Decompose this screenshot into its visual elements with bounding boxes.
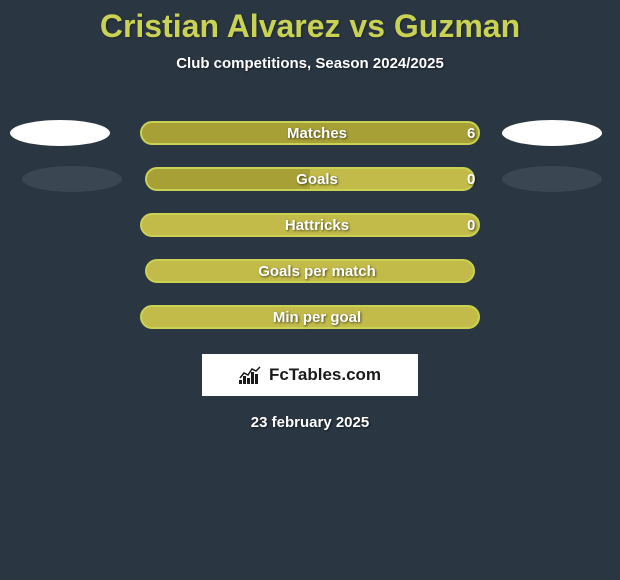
stat-row: Goals 0: [0, 156, 620, 202]
stat-bar: Goals per match: [145, 259, 475, 283]
stat-value-right: 0: [467, 217, 475, 234]
stat-label: Min per goal: [273, 309, 361, 326]
chart-icon: [239, 366, 263, 384]
page-subtitle: Club competitions, Season 2024/2025: [0, 55, 620, 72]
stat-bar: Hattricks 0: [140, 213, 480, 237]
stat-value-right: 0: [467, 171, 475, 188]
date-text: 23 february 2025: [0, 414, 620, 431]
stat-row: Min per goal: [0, 294, 620, 340]
stat-value-right: 6: [467, 125, 475, 142]
avatar-left: [10, 120, 110, 146]
avatar-right: [502, 120, 602, 146]
page-title: Cristian Alvarez vs Guzman: [0, 0, 620, 45]
stat-row: Hattricks 0: [0, 202, 620, 248]
logo-text: FcTables.com: [269, 365, 381, 385]
stat-row: Matches 6: [0, 110, 620, 156]
stats-container: Matches 6 Goals 0 Hattricks 0 Goals per match M…: [0, 110, 620, 340]
stat-label: Goals: [296, 171, 338, 188]
stat-label: Matches: [287, 125, 347, 142]
stat-label: Goals per match: [258, 263, 376, 280]
logo-box: FcTables.com: [202, 354, 418, 396]
stat-label: Hattricks: [285, 217, 349, 234]
stat-bar: Matches 6: [140, 121, 480, 145]
avatar-right: [502, 166, 602, 192]
stat-row: Goals per match: [0, 248, 620, 294]
stat-bar: Min per goal: [140, 305, 480, 329]
stat-bar: Goals 0: [145, 167, 475, 191]
avatar-left: [22, 166, 122, 192]
